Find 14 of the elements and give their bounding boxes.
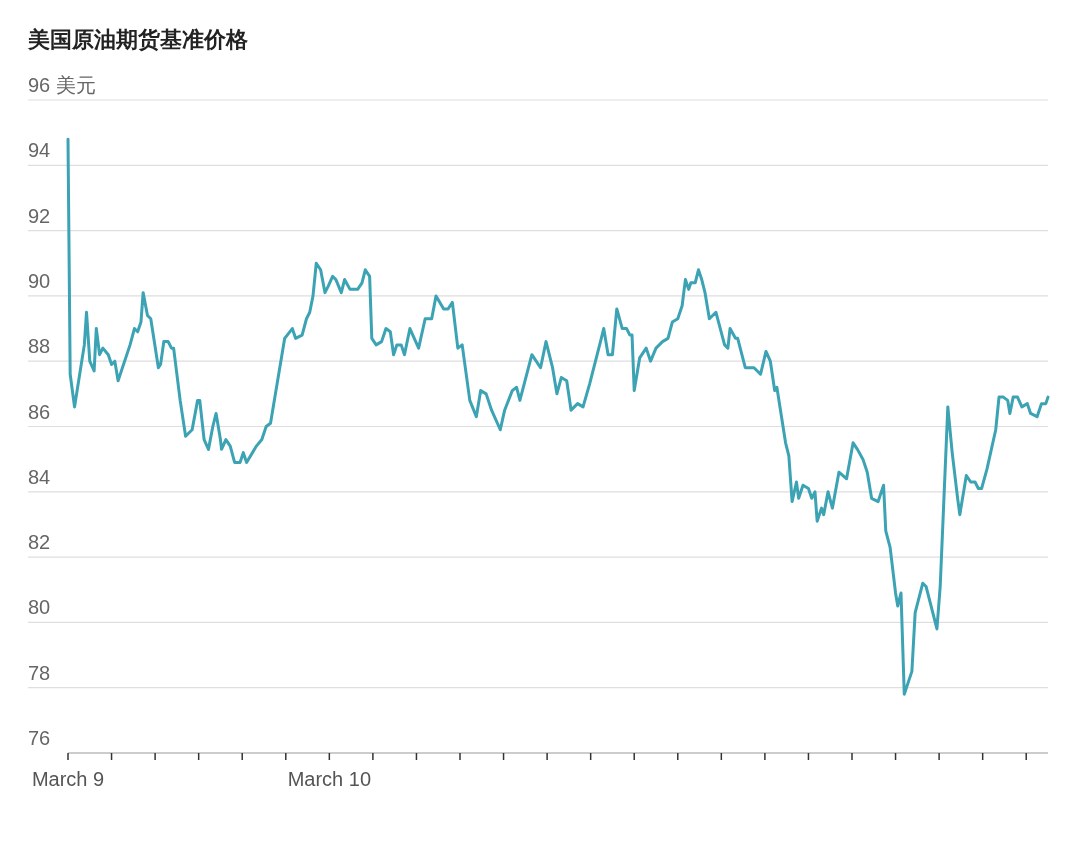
y-tick-label: 80 (28, 596, 51, 619)
y-tick-label: 92 (28, 204, 51, 227)
y-tick-label: 84 (28, 465, 51, 488)
y-tick-label: 82 (28, 531, 51, 554)
y-tick-label: 76 (28, 727, 51, 749)
y-tick-label: 88 (28, 335, 51, 358)
x-tick-label: March 10 (287, 768, 372, 790)
y-tick-label: 94 (28, 139, 51, 162)
y-tick-label: 86 (28, 400, 51, 423)
y-tick-label: 90 (28, 269, 51, 292)
y-tick-label: 96 美元 (28, 74, 96, 96)
y-tick-label: 78 (28, 661, 51, 684)
x-tick-label: March 9 (31, 768, 105, 790)
chart-title: 美国原油期货基准价格 (27, 27, 249, 52)
